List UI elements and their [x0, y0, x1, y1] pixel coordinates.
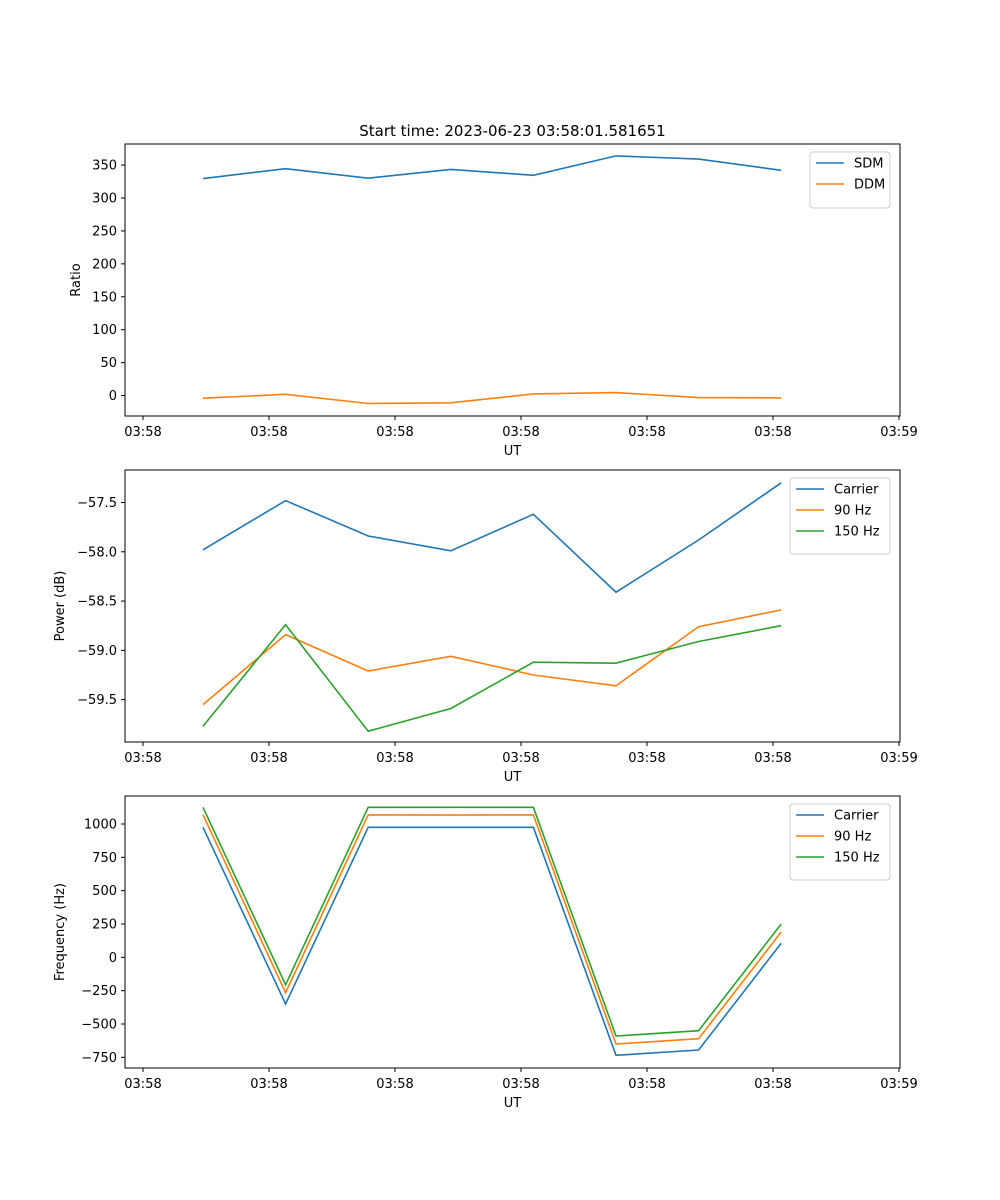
- y-tick-label: −58.0: [77, 545, 117, 560]
- x-tick-label: 03:58: [628, 425, 665, 440]
- series-line-ddm: [202, 391, 782, 405]
- y-tick-label: 250: [92, 918, 117, 933]
- x-axis-label: UT: [504, 770, 522, 785]
- y-tick-label: −59.5: [77, 693, 117, 708]
- series-line-150-hz: [202, 806, 782, 1037]
- legend: [789, 803, 891, 881]
- legend: [809, 151, 891, 209]
- y-axis-label: Ratio: [69, 263, 84, 296]
- y-tick-label: 500: [92, 884, 117, 899]
- series-line-90-hz: [202, 609, 782, 706]
- x-tick-label: 03:58: [250, 425, 287, 440]
- chart-title: Start time: 2023-06-23 03:58:01.581651: [359, 122, 665, 140]
- y-tick-label: −57.5: [77, 496, 117, 511]
- series-line-90-hz: [202, 814, 782, 1045]
- legend-label: 150 Hz: [834, 851, 880, 866]
- plot-frame-1: [124, 143, 901, 417]
- y-tick-label: 750: [92, 851, 117, 866]
- x-tick-label: 03:59: [880, 425, 917, 440]
- x-tick-label: 03:58: [124, 425, 161, 440]
- y-axis-label: Power (dB): [53, 571, 68, 642]
- x-tick-label: 03:58: [628, 1077, 665, 1092]
- y-tick-label: 200: [92, 257, 117, 272]
- y-tick-label: 1000: [84, 818, 117, 833]
- y-tick-label: −750: [81, 1051, 117, 1066]
- x-tick-label: 03:58: [250, 751, 287, 766]
- y-tick-label: 350: [92, 159, 117, 174]
- y-tick-label: 0: [109, 389, 117, 404]
- series-line-sdm: [202, 155, 782, 180]
- legend-label: 90 Hz: [834, 830, 871, 845]
- legend-label: Carrier: [834, 483, 879, 498]
- x-tick-label: 03:58: [376, 751, 413, 766]
- y-tick-label: −58.5: [77, 595, 117, 610]
- x-tick-label: 03:59: [880, 1077, 917, 1092]
- y-tick-label: 150: [92, 290, 117, 305]
- x-tick-label: 03:58: [628, 751, 665, 766]
- x-axis-label: UT: [504, 444, 522, 459]
- series-line-carrier: [202, 826, 782, 1057]
- legend-label: DDM: [854, 178, 885, 193]
- y-tick-label: 0: [109, 951, 117, 966]
- x-tick-label: 03:59: [880, 751, 917, 766]
- y-tick-label: 50: [100, 356, 117, 371]
- x-tick-label: 03:58: [502, 425, 539, 440]
- y-tick-label: −250: [81, 984, 117, 999]
- series-line-150-hz: [202, 623, 782, 733]
- y-tick-label: 300: [92, 192, 117, 207]
- legend-label: Carrier: [834, 809, 879, 824]
- plot-frame-2: [124, 469, 901, 743]
- y-tick-label: 100: [92, 323, 117, 338]
- y-axis-label: Frequency (Hz): [53, 883, 68, 981]
- x-tick-label: 03:58: [502, 751, 539, 766]
- y-tick-label: −59.0: [77, 644, 117, 659]
- legend: [789, 477, 891, 555]
- x-tick-label: 03:58: [376, 425, 413, 440]
- x-tick-label: 03:58: [754, 1077, 791, 1092]
- legend-label: SDM: [854, 157, 883, 172]
- x-tick-label: 03:58: [754, 751, 791, 766]
- x-tick-label: 03:58: [502, 1077, 539, 1092]
- legend-label: 90 Hz: [834, 504, 871, 519]
- y-tick-label: −500: [81, 1018, 117, 1033]
- x-tick-label: 03:58: [124, 1077, 161, 1092]
- x-tick-label: 03:58: [124, 751, 161, 766]
- plot-frame-3: [124, 795, 901, 1069]
- x-tick-label: 03:58: [754, 425, 791, 440]
- x-tick-label: 03:58: [376, 1077, 413, 1092]
- legend-label: 150 Hz: [834, 525, 880, 540]
- y-tick-label: 250: [92, 224, 117, 239]
- x-axis-label: UT: [504, 1096, 522, 1111]
- x-tick-label: 03:58: [250, 1077, 287, 1092]
- series-line-carrier: [202, 482, 782, 594]
